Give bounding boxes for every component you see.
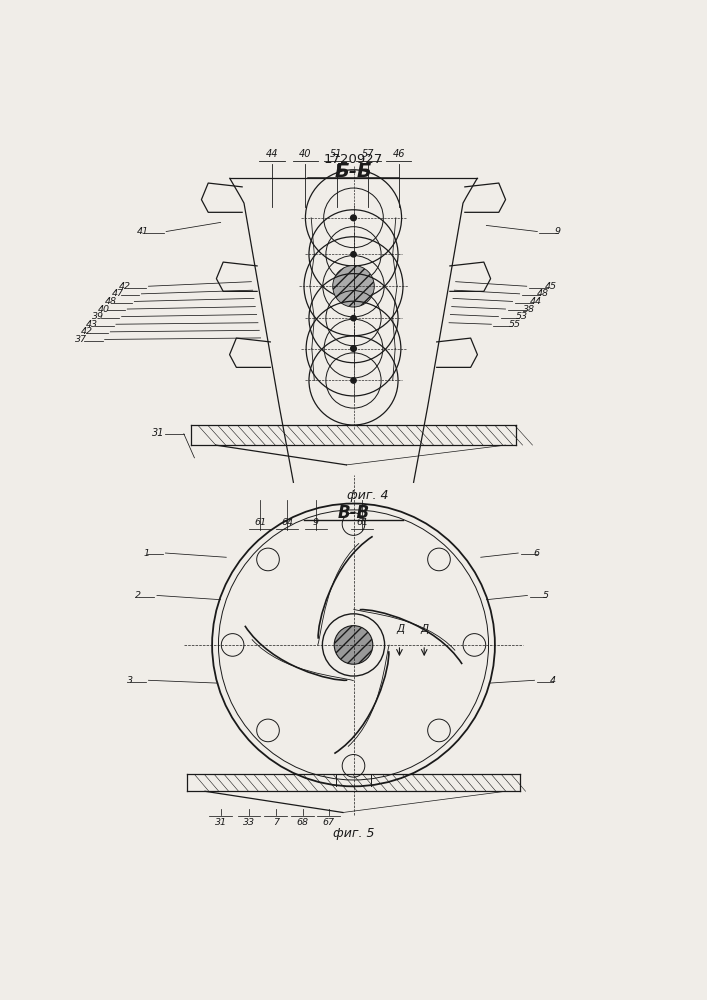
Text: 3: 3 — [127, 676, 133, 685]
Text: 47: 47 — [112, 289, 124, 298]
Text: 37: 37 — [75, 335, 87, 344]
Text: 46: 46 — [392, 149, 405, 159]
Text: 44: 44 — [266, 149, 279, 159]
Circle shape — [351, 215, 356, 221]
Text: В-В: В-В — [337, 504, 370, 522]
Text: 43: 43 — [86, 320, 98, 329]
Circle shape — [351, 315, 356, 321]
Text: 1: 1 — [144, 549, 150, 558]
Text: 2: 2 — [136, 591, 141, 600]
Text: 9: 9 — [313, 518, 319, 527]
Text: 61: 61 — [255, 518, 266, 527]
Text: 1720927: 1720927 — [324, 153, 383, 166]
Text: 5: 5 — [543, 591, 549, 600]
Text: 4: 4 — [550, 676, 556, 685]
Text: 68: 68 — [297, 818, 308, 827]
Text: Б-Б: Б-Б — [334, 162, 373, 181]
Text: 41: 41 — [136, 227, 148, 236]
Text: Д: Д — [396, 624, 404, 634]
Text: 33: 33 — [243, 818, 255, 827]
Text: 42: 42 — [81, 327, 93, 336]
Text: 48: 48 — [537, 289, 549, 298]
Text: 61: 61 — [356, 518, 368, 527]
Text: 53: 53 — [516, 312, 528, 321]
Circle shape — [351, 346, 356, 351]
Text: 55: 55 — [509, 320, 521, 329]
Text: 51: 51 — [330, 149, 343, 159]
Text: фиг. 5: фиг. 5 — [333, 827, 374, 840]
Circle shape — [333, 265, 374, 307]
Text: 7: 7 — [273, 818, 279, 827]
Text: 9: 9 — [555, 227, 561, 236]
Text: 38: 38 — [523, 305, 535, 314]
Text: 40: 40 — [299, 149, 312, 159]
Text: 57: 57 — [362, 149, 375, 159]
Text: 31: 31 — [152, 428, 165, 438]
Text: 31: 31 — [215, 818, 226, 827]
Text: 44: 44 — [530, 297, 542, 306]
Text: 6: 6 — [534, 549, 539, 558]
Text: 48: 48 — [105, 297, 117, 306]
Text: 67: 67 — [323, 818, 334, 827]
Circle shape — [351, 378, 356, 383]
Text: Д: Д — [421, 624, 428, 634]
Text: 40: 40 — [98, 305, 110, 314]
Circle shape — [351, 252, 356, 257]
Text: 64: 64 — [281, 518, 293, 527]
Text: 42: 42 — [119, 282, 131, 291]
Circle shape — [334, 626, 373, 664]
Text: 45: 45 — [544, 282, 556, 291]
Text: 39: 39 — [92, 312, 104, 321]
Text: фиг. 4: фиг. 4 — [347, 489, 388, 502]
